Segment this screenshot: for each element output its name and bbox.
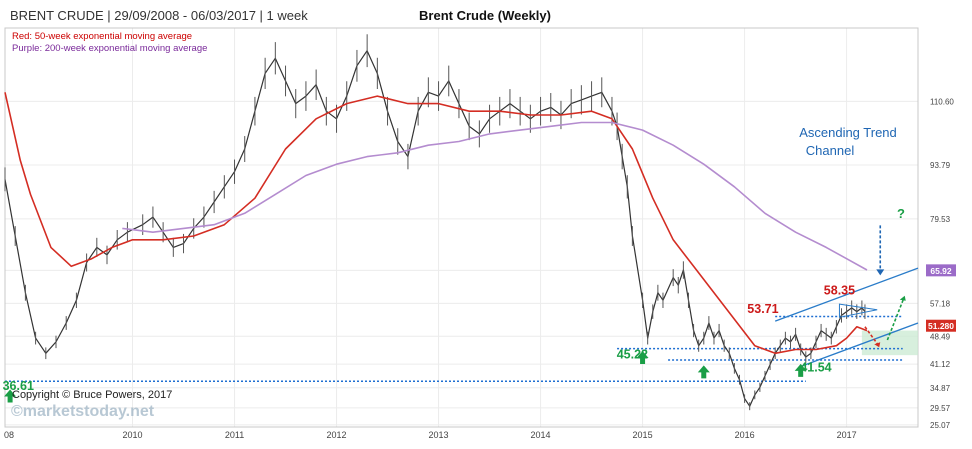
channel-label-line2: Channel [806,143,855,158]
y-tick-label: 57.18 [930,299,951,308]
x-tick-label: 2016 [735,430,755,440]
question-mark: ? [897,206,905,221]
channel-line [774,267,919,322]
series-ema200 [122,121,868,271]
x-tick-label: 2012 [327,430,347,440]
x-tick-label: 2017 [837,430,857,440]
x-tick-label: 2015 [633,430,653,440]
annotation-label: 58.35 [824,283,855,297]
x-tick-label: 2010 [122,430,142,440]
y-tick-label: 25.07 [930,421,951,430]
channel-line [800,322,919,368]
trend-channel [774,267,919,368]
series-layer [4,34,868,411]
y-tick-label: 34.87 [930,384,951,393]
channel-label-line1: Ascending Trend [799,125,897,140]
copyright-text: Copyright © Bruce Powers, 2017 [12,389,172,401]
y-tick-label: 79.53 [930,215,951,224]
x-tick-label: 2014 [531,430,551,440]
down-forecast-arrow [864,326,880,347]
up-arrow-icon [794,363,807,377]
plot-frame [4,27,919,428]
value-tag-box [926,264,956,277]
value-tag-label: 51.280 [928,321,954,331]
annotation-label: 36.61 [3,379,34,393]
value-tag-label: 65.92 [930,266,952,276]
ema200-note: Purple: 200-week exponential moving aver… [12,43,207,54]
grid-layer [5,28,918,427]
axis-layer: 25.07 29.57 34.87 41.12 48.49 57.18 65.92 79.53… [4,97,956,440]
ema50-note: Red: 50-week exponential moving average [12,31,192,42]
chart-title: Brent Crude (Weekly) [419,8,551,23]
up-forecast-arrow [886,298,905,341]
y-tick-label: 48.49 [930,332,951,341]
x-tick-label: 2013 [429,430,449,440]
y-tick-label: 110.60 [930,97,954,106]
up-arrow-icon [636,350,649,364]
y-tick-label: 29.57 [930,404,951,413]
x-tick-label: 2011 [225,430,244,440]
channel-pointer-head-icon [876,269,885,276]
y-tick-label: 41.12 [930,360,951,369]
series-ema50 [4,92,868,355]
down-arrowhead-icon [874,342,881,348]
chart-header: BRENT CRUDE | 29/09/2008 - 06/03/2017 | … [10,8,308,23]
level-lines [5,315,903,382]
triangle-pattern [838,303,878,318]
series-price [4,50,866,407]
watermark: ©marketstoday.net [11,403,155,420]
up-arrowhead-icon [899,295,906,301]
x-tick-label: 08 [4,430,14,440]
value-tag-box [926,319,956,332]
y-tick-label: 93.79 [930,161,951,170]
annotation-label: 41.54 [800,360,831,374]
up-arrow-icon [4,389,17,403]
annotation-label: 53.71 [747,302,778,316]
up-arrow-icon [697,365,710,379]
